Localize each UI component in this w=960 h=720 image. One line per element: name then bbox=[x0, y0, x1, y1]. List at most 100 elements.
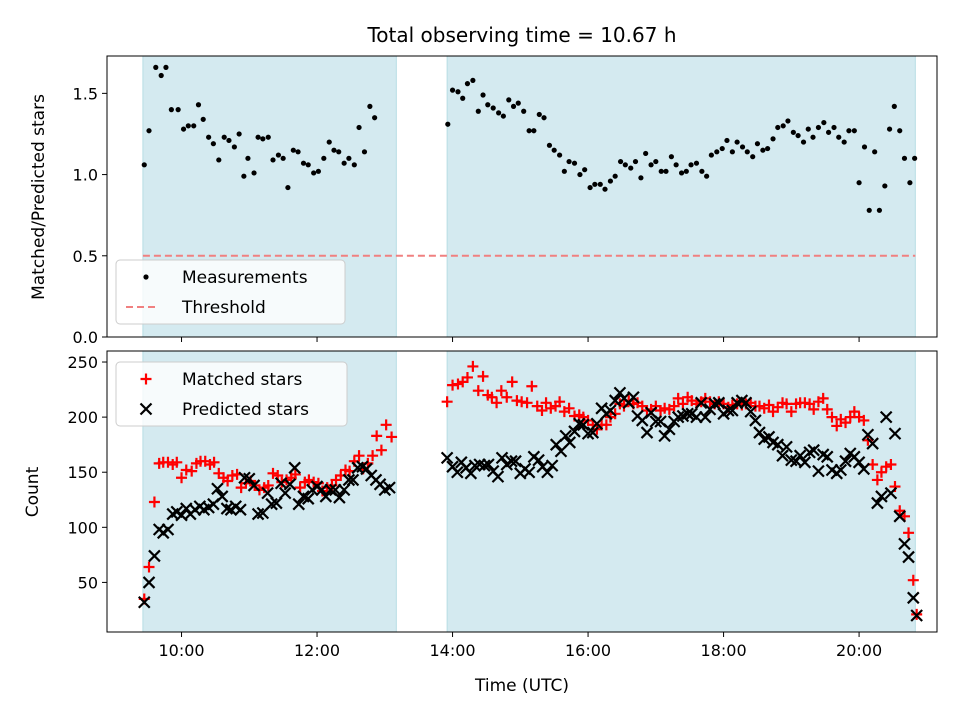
predicted-star-point bbox=[522, 465, 536, 479]
predicted-star-point bbox=[261, 486, 274, 500]
measurement-point bbox=[191, 123, 197, 129]
predicted-star-point bbox=[910, 609, 923, 622]
matched-star-point bbox=[516, 396, 528, 408]
predicted-star-point bbox=[478, 459, 491, 472]
measurement-point bbox=[341, 160, 347, 166]
predicted-star-point bbox=[649, 415, 663, 428]
measurement-point bbox=[785, 118, 791, 124]
measurement-point bbox=[285, 184, 291, 191]
matched-star-point bbox=[871, 474, 883, 486]
measurement-point bbox=[158, 72, 164, 79]
measurement-point bbox=[587, 184, 593, 191]
measurement-point bbox=[265, 134, 271, 140]
measurement-point bbox=[506, 97, 512, 103]
predicted-star-point bbox=[234, 503, 247, 516]
predicted-star-point bbox=[215, 490, 229, 503]
predicted-star-point bbox=[563, 436, 577, 449]
measurement-point bbox=[496, 110, 502, 116]
bottom-legend: Matched stars Predicted stars bbox=[115, 361, 348, 427]
measurement-point bbox=[795, 132, 801, 139]
shaded-interval-2 bbox=[446, 55, 916, 338]
measurement-point bbox=[750, 154, 756, 160]
measurement-point bbox=[683, 168, 689, 174]
measurement-point bbox=[658, 168, 664, 174]
predicted-star-point bbox=[559, 429, 572, 443]
matched-star-point bbox=[262, 479, 274, 491]
x-tick-label: 14:00 bbox=[429, 641, 475, 660]
measurement-point bbox=[617, 158, 624, 165]
measurement-point bbox=[510, 103, 517, 109]
predicted-star-point bbox=[346, 473, 360, 487]
measurement-point bbox=[216, 157, 222, 163]
predicted-star-point bbox=[879, 410, 893, 424]
measurement-point bbox=[780, 123, 786, 129]
matched-star-point bbox=[808, 403, 820, 415]
measurement-point bbox=[321, 155, 327, 161]
top-panel: 0.0 0.5 1.0 1.5 Matched/Predicted stars Mea… bbox=[29, 55, 938, 347]
matched-star-point bbox=[495, 385, 507, 397]
measurement-point bbox=[739, 144, 746, 150]
measurement-point bbox=[185, 123, 191, 129]
measurement-point bbox=[300, 160, 307, 166]
measurement-point bbox=[260, 136, 266, 142]
matched-star-point bbox=[472, 385, 484, 397]
measurement-point bbox=[872, 149, 878, 155]
measurement-point bbox=[290, 147, 296, 153]
measurement-point bbox=[146, 128, 152, 134]
matched-star-point bbox=[180, 464, 192, 476]
matched-star-point bbox=[176, 472, 188, 484]
predicted-star-point bbox=[820, 450, 834, 464]
measurement-point bbox=[557, 152, 563, 158]
matched-star-point bbox=[506, 376, 518, 388]
measurement-point bbox=[571, 160, 578, 166]
predicted-star-point bbox=[220, 502, 234, 515]
matched-star-point bbox=[486, 391, 498, 403]
predicted-star-point bbox=[898, 537, 911, 551]
matched-star-point bbox=[371, 430, 383, 442]
matched-star-point bbox=[903, 527, 915, 539]
measurement-point bbox=[460, 95, 466, 101]
predicted-star-point bbox=[812, 464, 825, 478]
matched-star-point bbox=[467, 360, 479, 372]
matched-star-point bbox=[536, 405, 548, 417]
legend-box bbox=[115, 259, 346, 325]
matched-star-point bbox=[380, 419, 392, 431]
measurement-point bbox=[891, 103, 897, 109]
predicted-star-point bbox=[627, 391, 640, 404]
predicted-star-point bbox=[577, 418, 590, 432]
measurement-point bbox=[275, 152, 282, 158]
predicted-star-point bbox=[699, 410, 712, 424]
matched-star-point bbox=[143, 561, 155, 573]
measurement-point bbox=[688, 162, 694, 168]
measurement-point bbox=[861, 144, 868, 150]
matched-star-point bbox=[817, 392, 829, 404]
matched-star-point bbox=[600, 419, 612, 431]
legend-handle-dot bbox=[143, 274, 149, 280]
legend-label: Predicted stars bbox=[182, 400, 309, 420]
top-y-axis-label: Matched/Predicted stars bbox=[29, 94, 49, 300]
measurement-point bbox=[356, 124, 362, 131]
measurement-point bbox=[628, 165, 634, 171]
measurement-point bbox=[449, 87, 456, 93]
measurement-point bbox=[236, 131, 242, 137]
measurement-point bbox=[361, 149, 368, 155]
measurement-point bbox=[210, 141, 216, 147]
matched-star-point bbox=[668, 400, 680, 412]
measurement-point bbox=[719, 145, 725, 152]
y-tick-label: 1.0 bbox=[73, 166, 98, 185]
matched-star-point bbox=[186, 465, 198, 477]
measurement-point bbox=[577, 171, 583, 178]
measurement-point bbox=[821, 119, 827, 126]
predicted-star-point bbox=[834, 463, 848, 477]
matched-star-point bbox=[885, 459, 897, 471]
measurement-point bbox=[612, 173, 618, 179]
measurement-point bbox=[765, 145, 771, 152]
measurement-point bbox=[912, 155, 918, 161]
measurement-point bbox=[195, 102, 202, 108]
measurement-point bbox=[866, 207, 872, 213]
measurement-point bbox=[582, 167, 588, 173]
predicted-star-point bbox=[586, 426, 600, 439]
measurement-point bbox=[153, 64, 159, 70]
predicted-star-point bbox=[726, 404, 739, 417]
